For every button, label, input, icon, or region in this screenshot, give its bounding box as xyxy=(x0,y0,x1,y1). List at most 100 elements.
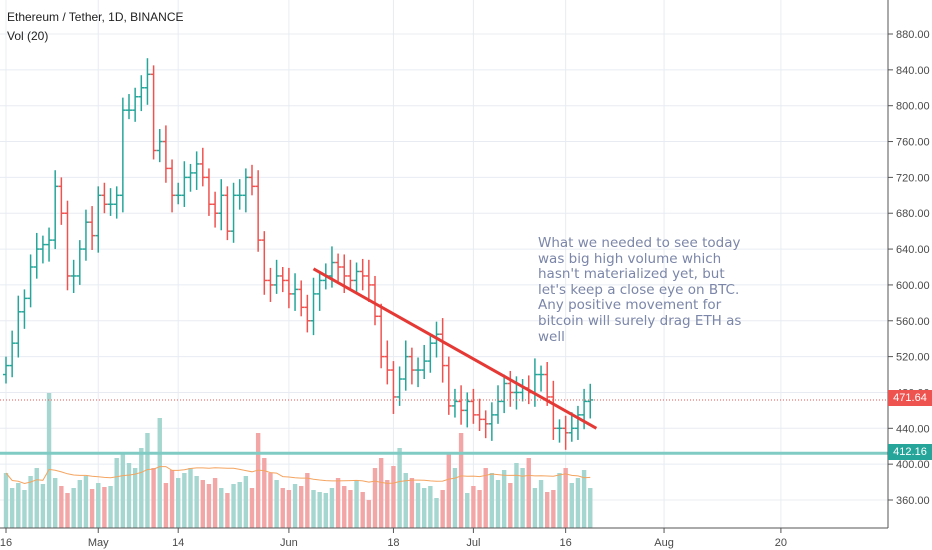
volume-bar xyxy=(114,458,119,528)
volume-moving-average-line xyxy=(5,466,591,485)
price-bar xyxy=(144,58,151,105)
price-bar xyxy=(439,318,446,383)
volume-bar xyxy=(557,473,562,528)
volume-bar xyxy=(458,433,464,528)
volume-bar xyxy=(446,453,451,528)
volume-bar xyxy=(563,468,568,528)
volume-bar xyxy=(200,480,205,528)
price-bar xyxy=(365,259,372,302)
volume-bar xyxy=(46,393,52,528)
price-bar xyxy=(230,182,237,243)
volume-bar xyxy=(305,473,310,528)
volume-bar xyxy=(274,480,279,528)
price-bar xyxy=(495,385,501,424)
volume-bar xyxy=(545,492,550,528)
price-bar xyxy=(396,366,403,406)
volume-bar xyxy=(194,476,199,528)
price-bar xyxy=(427,334,434,373)
volume-bar xyxy=(588,488,593,528)
volume-bar xyxy=(126,463,132,528)
volume-bar xyxy=(581,470,587,528)
volume-bar xyxy=(520,468,525,528)
price-bar xyxy=(390,361,397,414)
price-bar xyxy=(39,235,46,264)
y-tick-label: 760.00 xyxy=(896,137,930,149)
current-price-tag: 471.64 xyxy=(888,390,932,406)
price-bar xyxy=(261,231,268,295)
volume-bar xyxy=(372,468,378,528)
volume-bar xyxy=(366,500,372,528)
price-bar xyxy=(574,405,581,440)
y-tick-label: 440.00 xyxy=(896,423,930,435)
price-bar xyxy=(538,365,545,392)
price-bar xyxy=(421,344,428,380)
annotation-text[interactable]: What we needed to see today was big high… xyxy=(538,235,742,345)
price-bar xyxy=(242,168,249,213)
price-bar xyxy=(488,402,495,441)
volume-bar xyxy=(551,490,556,528)
price-bar xyxy=(21,289,28,329)
volume-bar xyxy=(348,490,353,528)
price-bar xyxy=(175,182,182,205)
volume-bar xyxy=(569,483,574,528)
price-bar xyxy=(126,94,132,120)
price-bar xyxy=(193,151,200,190)
price-bar xyxy=(298,280,305,317)
volume-bar xyxy=(538,480,544,528)
price-bar xyxy=(279,267,286,293)
price-bar xyxy=(156,128,163,163)
volume-bar xyxy=(163,483,169,528)
volume-bar xyxy=(403,473,408,528)
volume-bar xyxy=(77,480,82,528)
price-bar xyxy=(249,164,255,196)
price-bar xyxy=(218,179,225,231)
volume-bar xyxy=(83,476,89,528)
x-tick-label: 16 xyxy=(0,537,12,549)
price-bar xyxy=(119,97,126,213)
volume-bar xyxy=(317,492,322,528)
volume-bar xyxy=(280,488,285,528)
time-axis[interactable]: 16 May 14 Jun 18 Jul 16 Aug 20 xyxy=(0,528,787,549)
price-bar xyxy=(372,275,378,326)
volume-bar xyxy=(157,418,162,528)
volume-bar xyxy=(575,478,581,528)
volume-bar xyxy=(508,483,513,528)
x-tick-label: May xyxy=(88,537,109,549)
volume-bar xyxy=(299,486,304,528)
volume-bar xyxy=(96,483,101,528)
y-tick-label: 840.00 xyxy=(896,65,930,77)
price-bar xyxy=(519,379,526,402)
y-tick-label: 640.00 xyxy=(896,244,930,256)
volume-indicator-label[interactable]: Vol (20) xyxy=(7,29,49,43)
volume-bar xyxy=(409,478,415,528)
descending-trendline[interactable] xyxy=(312,267,598,430)
x-tick-label: 18 xyxy=(387,537,399,549)
y-tick-label: 520.00 xyxy=(896,352,930,364)
price-bar xyxy=(544,361,551,406)
price-bar xyxy=(285,267,292,309)
price-bars xyxy=(3,58,594,450)
volume-bar xyxy=(434,498,439,528)
volume-bar xyxy=(132,468,138,528)
price-bar xyxy=(236,179,243,210)
y-tick-label: 680.00 xyxy=(896,208,930,220)
volume-bar xyxy=(514,463,519,528)
volume-bar xyxy=(225,493,230,528)
price-bar xyxy=(562,415,569,450)
volume-bar xyxy=(378,458,384,528)
volume-bar xyxy=(526,458,531,528)
price-bar xyxy=(82,209,89,261)
price-bar xyxy=(568,412,575,442)
volume-bar xyxy=(360,492,365,528)
price-bar xyxy=(482,410,489,439)
price-bar xyxy=(199,147,206,187)
volume-bar xyxy=(268,473,273,528)
volume-bar xyxy=(28,476,33,528)
price-axis[interactable]: 880.00 840.00 800.00 760.00 720.00 680.00 640.… xyxy=(888,29,930,507)
price-bar xyxy=(470,388,477,424)
price-bar xyxy=(415,357,422,388)
price-bar xyxy=(353,262,360,293)
volume-bar xyxy=(182,473,187,528)
volume-bar xyxy=(243,476,249,528)
